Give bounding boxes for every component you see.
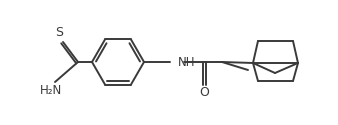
Text: NH: NH <box>178 56 195 68</box>
Text: H₂N: H₂N <box>40 84 62 96</box>
Text: O: O <box>199 86 209 98</box>
Text: S: S <box>55 26 63 40</box>
